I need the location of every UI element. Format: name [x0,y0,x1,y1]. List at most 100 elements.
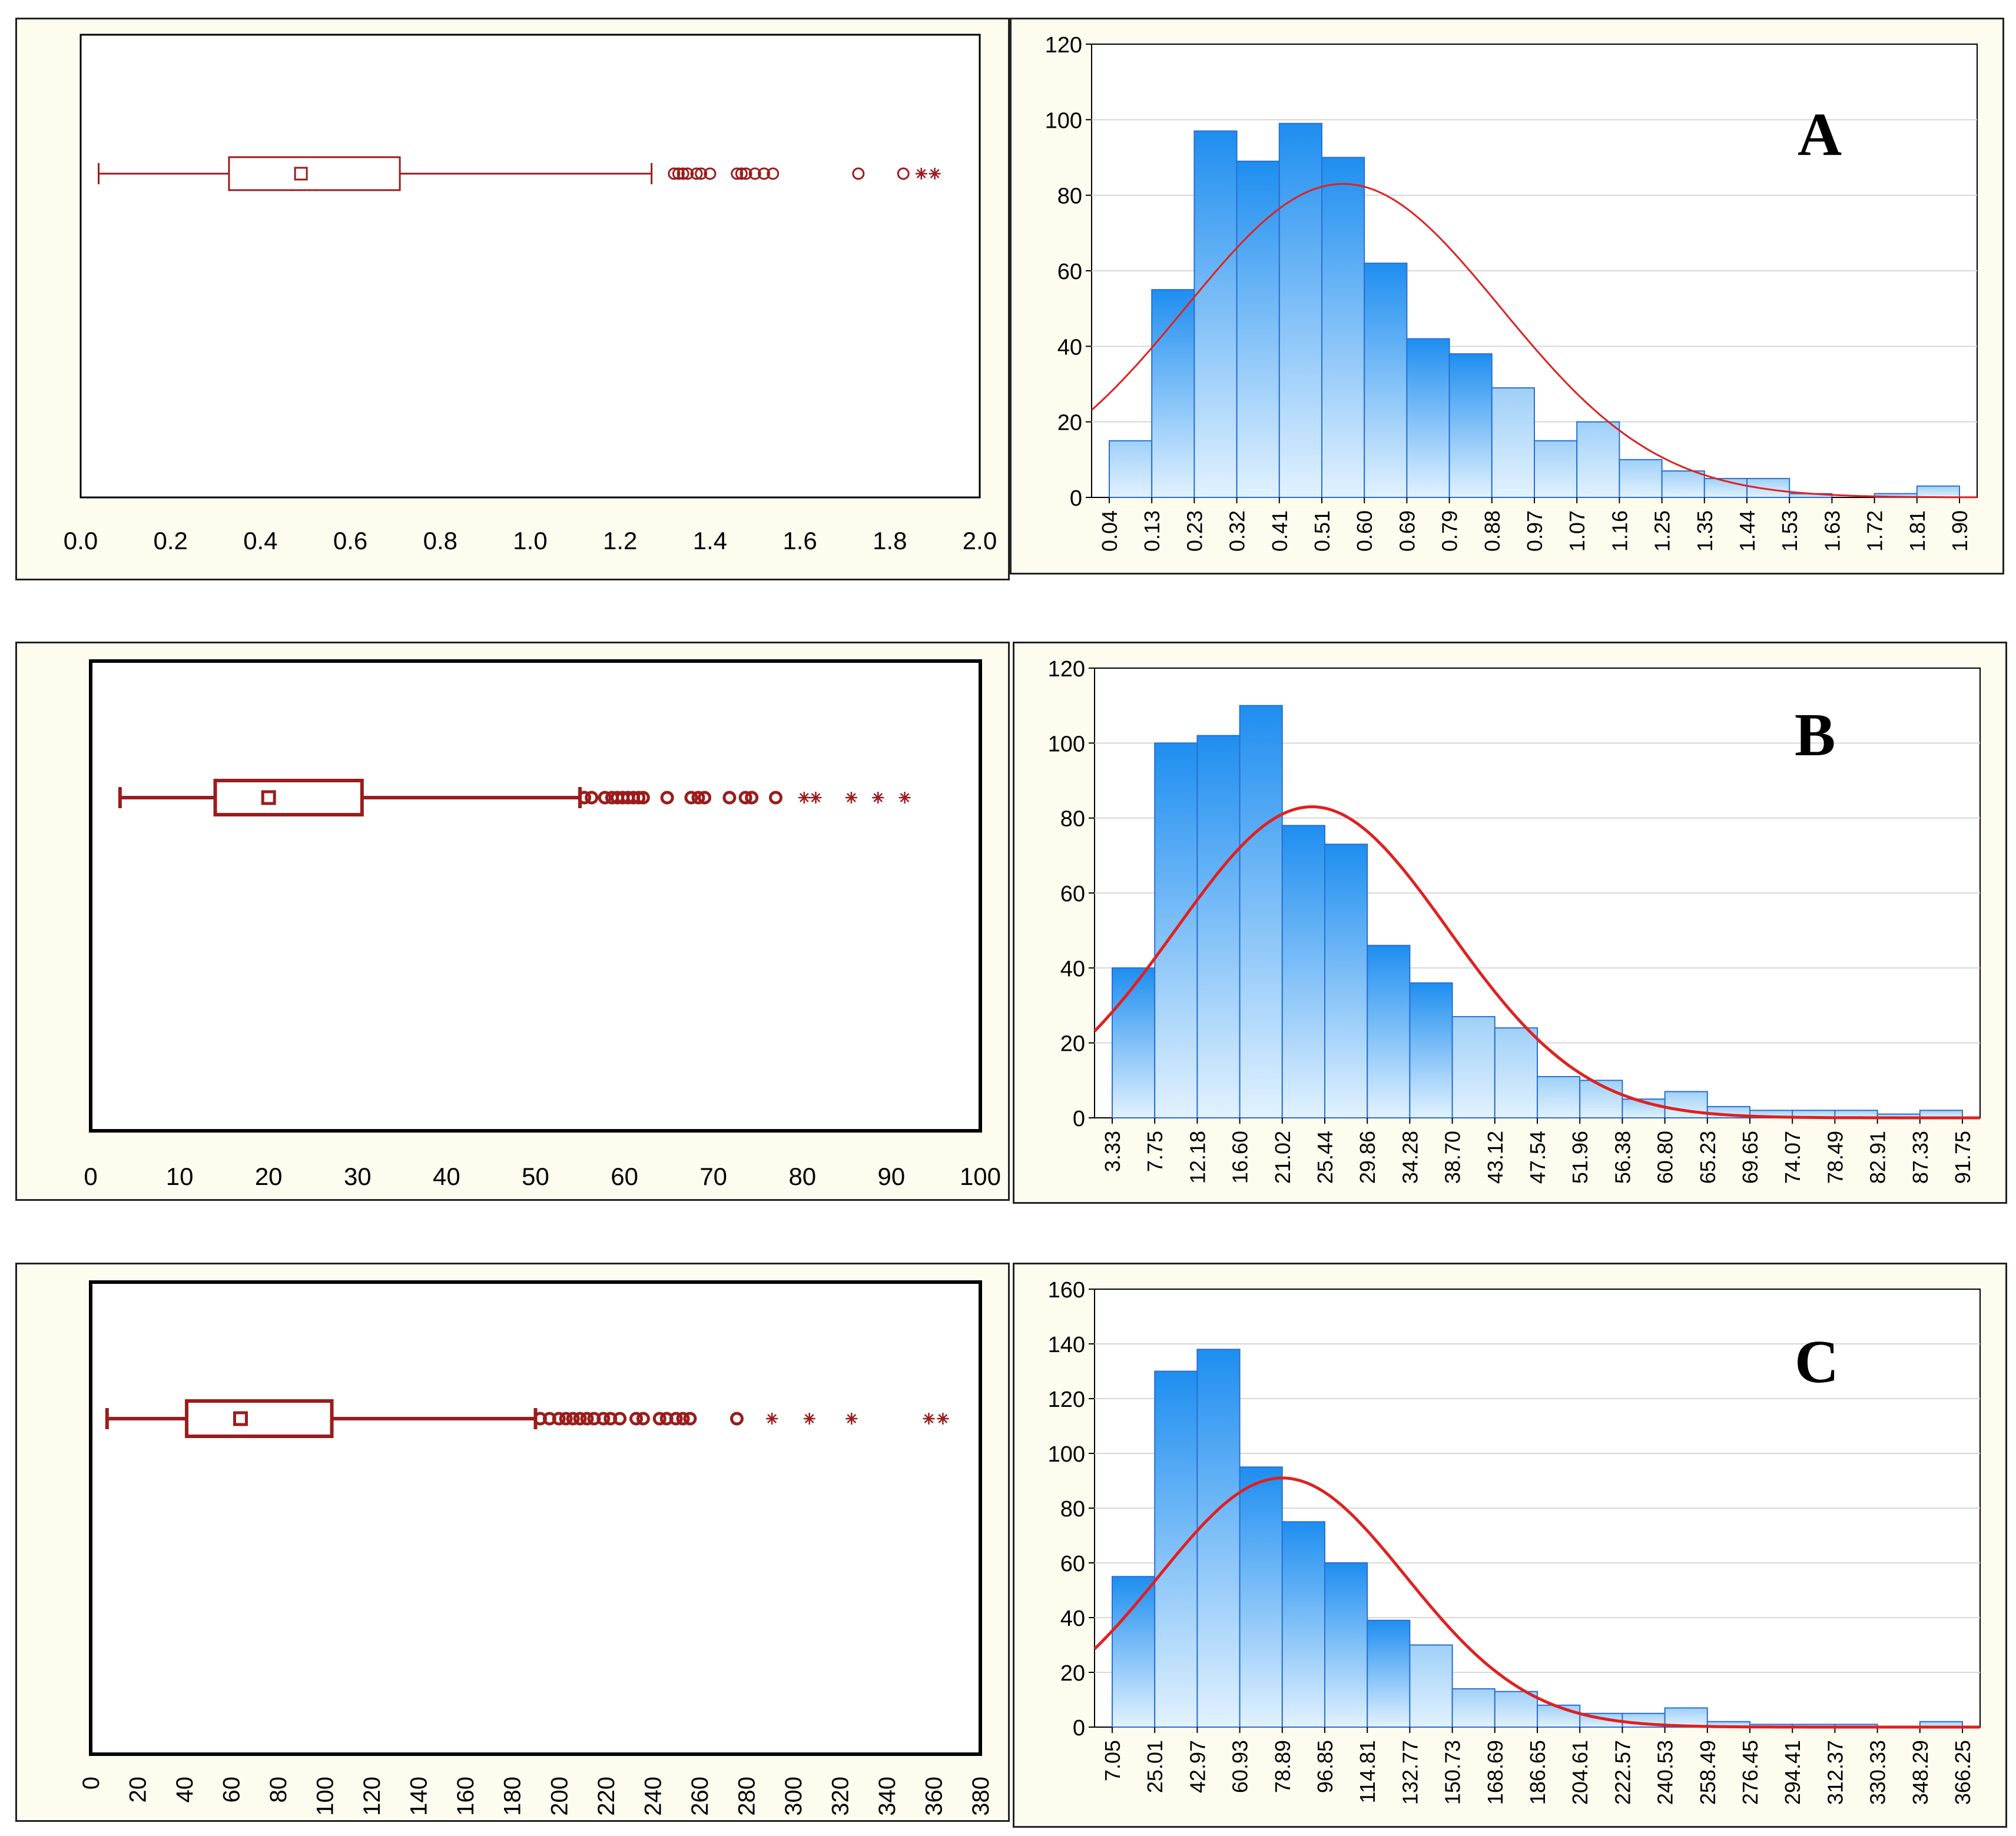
extreme-point-2 [845,1413,858,1425]
x-tick-label: 0.41 [1268,510,1292,552]
x-tick-label: 1.90 [1948,510,1972,552]
outlier-point-2 [552,1412,566,1426]
x-tick-label: 114.81 [1355,1740,1380,1803]
outlier-point-10 [660,791,674,805]
outlier-point-15 [669,1412,683,1426]
boxplot-chart-c: 0 20 40 60 80 100 120 140 160 180 200 220 240 260 280 3… [78,1280,994,1816]
y-tick-label: 60 [1060,1552,1085,1576]
outlier-point-14 [897,167,910,180]
x-tick-label: 312.37 [1823,1740,1847,1805]
panel-letter: A [1798,101,1842,168]
outlier-point-13 [852,167,865,180]
x-tick-label: 0.32 [1225,510,1249,552]
panel-letter: B [1795,701,1835,769]
x-tick-label: 0 [78,1777,104,1789]
histogram-bar-3 [1236,160,1280,498]
extreme-point-1 [803,1413,815,1425]
boxplot-chart-b: 0 10 20 30 40 50 60 70 80 90 100 [84,659,1001,1190]
x-tick-label: 276.45 [1738,1740,1762,1805]
median-marker [233,1411,248,1426]
x-tick-label: 300 [781,1777,807,1816]
y-tick-label: 120 [1045,33,1082,58]
x-tick-label: 78.89 [1271,1740,1295,1793]
outlier-point-15 [738,791,752,805]
outlier-point-4 [690,167,703,180]
normal-curve [1091,182,1977,499]
y-tick-label: 100 [1048,1442,1085,1467]
histogram-bar-3 [1239,1466,1283,1728]
outlier-point-13 [698,791,712,805]
outlier-point-13 [652,1412,667,1426]
histogram-chart-b: 0 20 40 60 80 100 120 3.33 7.75 12.18 16.60 21.02 25… [1048,657,1981,1184]
x-tick-label: 0.04 [1097,510,1122,552]
outlier-point-2 [598,791,612,805]
histogram-bar-5 [1324,1562,1368,1728]
y-tick-label: 40 [1060,957,1085,981]
outlier-point-12 [767,167,780,180]
extreme-point-0 [798,792,810,804]
histogram-bar-7 [1409,1644,1453,1728]
median-marker [294,167,308,181]
histogram-bar-7 [1406,338,1450,498]
y-tick-label: 80 [1060,1497,1085,1522]
histogram-bar-10 [1534,440,1578,498]
x-tick-label: 348.29 [1908,1740,1932,1805]
histogram-bar-5 [1324,844,1368,1118]
histogram-bar-4 [1281,1521,1325,1728]
x-tick-label: 258.49 [1696,1740,1720,1805]
outlier-point-17 [683,1412,697,1426]
plot-area [89,1280,982,1756]
x-tick-label: 0.8 [423,527,457,555]
x-tick-label: 51.96 [1568,1131,1592,1184]
extreme-point-3 [872,792,884,804]
x-tick-label: 78.49 [1823,1131,1847,1184]
x-tick-label: 0.4 [243,527,277,555]
iqr-box [185,1399,334,1438]
x-tick-label: 168.69 [1483,1740,1507,1805]
x-tick-label: 366.25 [1951,1740,1975,1805]
x-tick-label: 220 [593,1777,619,1816]
histogram-bar-1 [1151,289,1195,498]
x-tick-label: 1.4 [693,527,727,555]
outlier-point-7 [731,167,744,180]
extreme-point-1 [810,792,822,804]
x-tick-label: 56.38 [1610,1131,1634,1184]
extreme-point-1 [929,168,941,180]
x-tick-label: 0.60 [1352,510,1377,552]
boxplot-panel-a: 0.0 0.2 0.4 0.6 0.8 1.0 1.2 1.4 1.6 1.8 2.0 [15,18,1010,580]
x-tick-label: 20 [255,1163,283,1190]
x-tick-label: 74.07 [1780,1131,1805,1184]
x-tick-label: 380 [968,1777,994,1816]
y-tick-label: 20 [1057,411,1082,436]
y-tick-label: 40 [1060,1606,1085,1631]
x-tick-label: 204.61 [1568,1740,1592,1805]
outlier-point-6 [704,167,717,180]
x-tick-label: 160 [453,1777,479,1816]
histogram-panel-a: 0 20 40 60 80 100 120 0.04 0.13 0.23 0.32 0.41 0.51 0… [1010,18,2004,575]
histogram-bar-11 [1576,421,1620,499]
x-tick-label: 70 [699,1163,727,1190]
x-tick-label: 38.70 [1441,1131,1465,1184]
y-tick-label: 40 [1057,335,1082,360]
y-tick-label: 120 [1048,1387,1085,1412]
outlier-point-3 [681,167,694,180]
outlier-point-8 [735,167,748,180]
x-tick-label: 0.23 [1182,510,1206,552]
outlier-point-9 [636,791,650,805]
histogram-panel-b: 0 20 40 60 80 100 120 3.33 7.75 12.18 16.60 21.02 25… [1013,642,2007,1204]
x-tick-label: 25.01 [1143,1740,1167,1793]
y-tick-label: 80 [1060,807,1085,832]
extreme-point-4 [937,1413,949,1425]
histogram-bar-0 [1109,440,1153,498]
x-tick-label: 12.18 [1185,1131,1209,1184]
histogram-bar-4 [1278,122,1322,498]
outlier-point-0 [668,167,681,180]
x-tick-label: 0.6 [333,527,367,555]
y-tick-label: 0 [1073,1716,1085,1741]
x-tick-label: 260 [687,1777,713,1816]
x-tick-label: 40 [172,1777,198,1803]
x-tick-label: 16.60 [1228,1131,1252,1184]
y-tick-label: 0 [1073,1107,1085,1131]
iqr-box [228,156,401,191]
x-tick-label: 1.25 [1650,510,1675,552]
